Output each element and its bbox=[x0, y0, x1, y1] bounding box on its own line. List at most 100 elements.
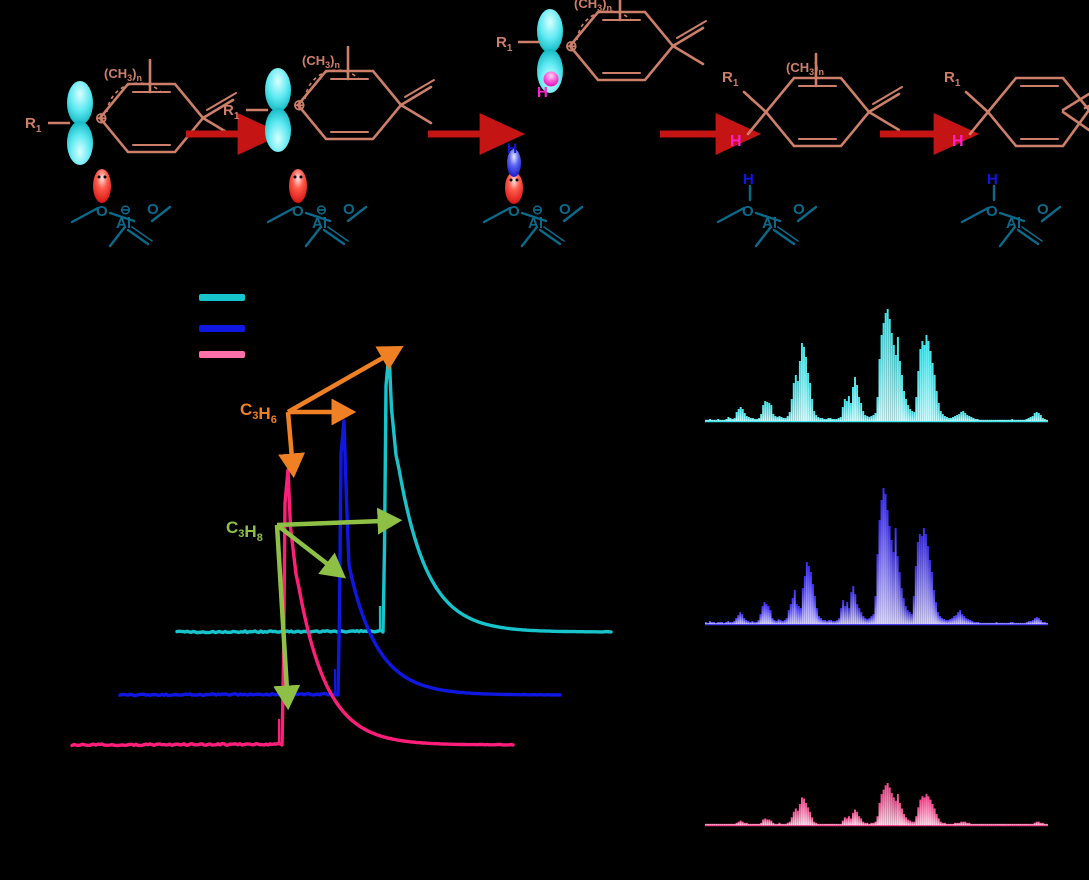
ms-bar bbox=[831, 419, 834, 421]
ms-bar bbox=[811, 817, 814, 825]
ms-bar bbox=[754, 823, 756, 825]
ms-bar bbox=[866, 822, 869, 825]
ms-bar bbox=[815, 415, 818, 421]
ms-bar bbox=[809, 383, 812, 421]
ms-bar bbox=[762, 819, 765, 825]
ms-bar bbox=[970, 417, 973, 421]
ms-bar bbox=[999, 419, 1001, 421]
ms-bar bbox=[906, 610, 909, 624]
ms-bar bbox=[825, 419, 828, 421]
ms-bar bbox=[764, 818, 767, 825]
ms-bar bbox=[984, 419, 987, 421]
ms-bar bbox=[926, 546, 929, 624]
ms-bar bbox=[798, 361, 801, 421]
ms-bar bbox=[747, 621, 750, 624]
ms-bar bbox=[974, 419, 977, 421]
ms-bar bbox=[793, 590, 796, 624]
ms-bar bbox=[860, 612, 863, 624]
ms-bar bbox=[805, 562, 808, 624]
chromatogram-legend bbox=[199, 294, 245, 358]
ms-bar bbox=[913, 412, 916, 421]
ms-bar bbox=[840, 608, 843, 624]
ms-bar bbox=[719, 419, 722, 421]
ms-bar bbox=[982, 823, 985, 825]
ms-bar bbox=[769, 610, 772, 624]
ms-bar bbox=[894, 800, 897, 825]
ms-bar bbox=[803, 798, 805, 825]
ms-bar bbox=[878, 802, 881, 825]
ms-bar bbox=[927, 796, 930, 825]
ms-bar bbox=[1001, 823, 1003, 825]
ms-bar bbox=[1007, 622, 1010, 624]
ms-bar bbox=[911, 821, 914, 825]
alkoxide-5 bbox=[960, 184, 1062, 248]
legend-swatch-blue[interactable] bbox=[199, 325, 245, 332]
ms-bar bbox=[922, 528, 925, 624]
ms-bar bbox=[896, 794, 899, 825]
charge-symbol-2: ⊕ bbox=[293, 97, 306, 114]
ms-bar bbox=[739, 612, 742, 624]
methyl-label-2: (CH3)n bbox=[302, 53, 340, 70]
ms-bar bbox=[758, 823, 761, 825]
ms-bar bbox=[1017, 823, 1020, 825]
ms-bar bbox=[872, 614, 875, 624]
ms-bar bbox=[999, 823, 1001, 825]
ms-bar bbox=[767, 606, 770, 624]
methyl-label-4: (CH3)n bbox=[786, 60, 824, 77]
ms-bar bbox=[856, 811, 859, 825]
methyl-label-3: (CH3)n bbox=[574, 0, 612, 13]
ms-bar bbox=[856, 604, 859, 624]
ms-bar bbox=[836, 620, 839, 624]
ms-bar bbox=[880, 335, 883, 421]
ms-bar bbox=[829, 418, 832, 421]
ms-bar bbox=[941, 822, 944, 825]
ms-bar bbox=[731, 823, 734, 825]
annotation-c3h8 bbox=[273, 507, 403, 711]
ms-bar bbox=[870, 822, 873, 825]
ms-bar bbox=[888, 319, 891, 421]
legend-swatch-pink[interactable] bbox=[199, 351, 245, 358]
ms-bar bbox=[743, 413, 746, 421]
ms-bar bbox=[1041, 622, 1044, 624]
ms-bar bbox=[756, 419, 758, 421]
ms-bar bbox=[918, 534, 921, 624]
ms-bar bbox=[811, 399, 814, 421]
ms-bar bbox=[733, 823, 736, 825]
ms-bar bbox=[935, 602, 937, 624]
proton-label-4: H bbox=[730, 133, 742, 150]
ms-bar bbox=[1021, 823, 1024, 825]
ms-bar bbox=[745, 822, 748, 825]
ms-bar bbox=[874, 596, 877, 624]
ms-bar bbox=[843, 817, 846, 825]
oxygen-lone-pair-2 bbox=[289, 169, 307, 203]
p-orbital-2 bbox=[265, 68, 291, 152]
ms-bar bbox=[866, 416, 869, 421]
aluminate-2 bbox=[266, 205, 368, 248]
ms-bar bbox=[1009, 419, 1012, 421]
ms-bar bbox=[1029, 621, 1032, 624]
ms-bar bbox=[713, 823, 716, 825]
aluminate-1 bbox=[70, 205, 172, 248]
mass-spectrum-blue bbox=[705, 488, 1048, 626]
ms-bar bbox=[1023, 419, 1026, 421]
ms-bar bbox=[765, 604, 768, 624]
legend-swatch-cyan[interactable] bbox=[199, 294, 245, 301]
ms-bar bbox=[839, 823, 842, 825]
ms-bar bbox=[969, 620, 972, 624]
ms-bar bbox=[846, 602, 849, 624]
ms-bar bbox=[923, 345, 926, 421]
ms-bar bbox=[827, 823, 830, 825]
ms-bar bbox=[941, 618, 943, 624]
negative-charge-1: ⊖ bbox=[120, 202, 131, 217]
ms-bar bbox=[831, 823, 834, 825]
ms-bar bbox=[794, 375, 797, 421]
ms-bar bbox=[768, 819, 771, 825]
ms-bar bbox=[1027, 621, 1030, 624]
ms-bar bbox=[880, 794, 883, 825]
ms-bar bbox=[971, 621, 974, 624]
ms-bar bbox=[815, 608, 818, 624]
ms-bar bbox=[901, 375, 903, 421]
ms-bar bbox=[784, 418, 787, 421]
methyl-label-1: (CH3)n bbox=[104, 66, 142, 83]
